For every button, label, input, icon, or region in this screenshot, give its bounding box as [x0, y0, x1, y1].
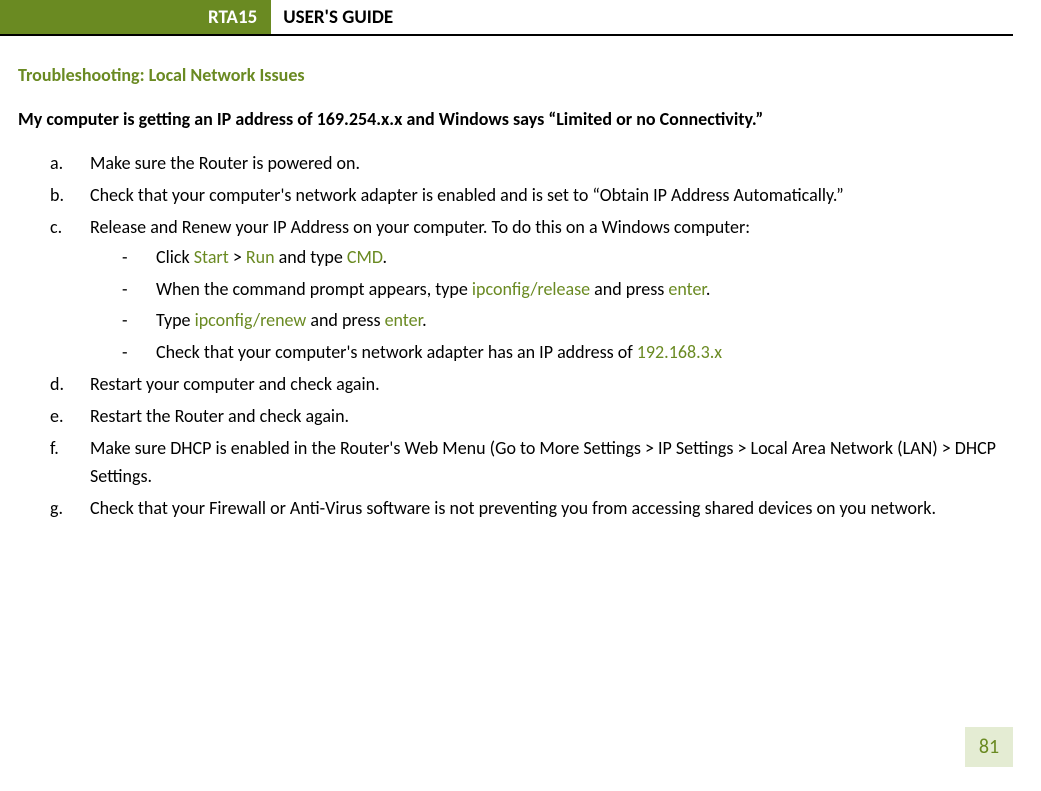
t: and type	[275, 246, 347, 268]
step-text: Check that your Firewall or Anti-Virus s…	[90, 497, 936, 519]
step-g: g. Check that your Firewall or Anti-Viru…	[50, 495, 1007, 523]
step-text: Restart your computer and check again.	[90, 373, 380, 395]
step-marker: d.	[50, 371, 64, 399]
page-content: Troubleshooting: Local Network Issues My…	[0, 36, 1041, 523]
cmd-run: Run	[246, 246, 275, 268]
substeps-list: Click Start > Run and type CMD. When the…	[122, 244, 1007, 368]
t: and press	[590, 278, 668, 300]
t: Click	[156, 246, 194, 268]
t: When the command prompt appears, type	[156, 278, 472, 300]
step-text: Make sure DHCP is enabled in the Router'…	[90, 437, 996, 487]
substep-3: Type ipconfig/renew and press enter.	[122, 307, 1007, 335]
header-accent	[0, 0, 18, 34]
step-f: f. Make sure DHCP is enabled in the Rout…	[50, 435, 1007, 491]
cmd-start: Start	[194, 246, 229, 268]
steps-list: a. Make sure the Router is powered on. b…	[50, 150, 1007, 523]
header-badge: RTA15	[18, 0, 271, 34]
t: and press	[306, 309, 384, 331]
substep-2: When the command prompt appears, type ip…	[122, 276, 1007, 304]
t: .	[383, 246, 388, 268]
t: Check that your computer's network adapt…	[156, 341, 637, 363]
step-e: e. Restart the Router and check again.	[50, 403, 1007, 431]
step-marker: a.	[50, 150, 63, 178]
cmd-ipconfig-renew: ipconfig/renew	[195, 309, 307, 331]
page-number: 81	[965, 727, 1013, 767]
page-header: RTA15 USER'S GUIDE	[0, 0, 1013, 36]
step-b: b. Check that your computer's network ad…	[50, 182, 1007, 210]
substep-1: Click Start > Run and type CMD.	[122, 244, 1007, 272]
step-text: Release and Renew your IP Address on you…	[90, 216, 750, 238]
t: .	[706, 278, 711, 300]
cmd-ipconfig-release: ipconfig/release	[472, 278, 590, 300]
t: Type	[156, 309, 195, 331]
cmd-enter: enter	[385, 309, 423, 331]
troubleshooting-question: My computer is getting an IP address of …	[18, 108, 1007, 130]
step-marker: f.	[50, 435, 59, 463]
step-marker: b.	[50, 182, 64, 210]
step-c: c. Release and Renew your IP Address on …	[50, 214, 1007, 367]
t: .	[422, 309, 427, 331]
t: >	[229, 246, 246, 268]
substep-4: Check that your computer's network adapt…	[122, 339, 1007, 367]
step-marker: c.	[50, 214, 62, 242]
cmd-enter: enter	[668, 278, 706, 300]
step-text: Make sure the Router is powered on.	[90, 152, 360, 174]
header-title: USER'S GUIDE	[271, 0, 393, 34]
ip-address: 192.168.3.x	[637, 341, 722, 363]
cmd-cmd: CMD	[347, 246, 383, 268]
step-text: Restart the Router and check again.	[90, 405, 349, 427]
step-marker: g.	[50, 495, 63, 523]
section-heading: Troubleshooting: Local Network Issues	[18, 64, 1007, 86]
step-marker: e.	[50, 403, 64, 431]
step-d: d. Restart your computer and check again…	[50, 371, 1007, 399]
step-text: Check that your computer's network adapt…	[90, 184, 844, 206]
step-a: a. Make sure the Router is powered on.	[50, 150, 1007, 178]
